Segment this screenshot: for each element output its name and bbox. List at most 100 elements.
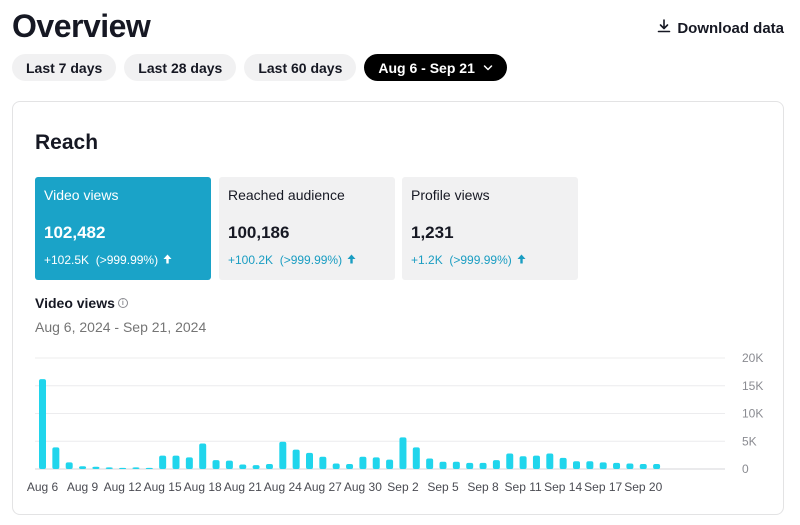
reach-title: Reach (35, 131, 99, 154)
chart-bar[interactable] (185, 457, 193, 469)
chart-bar[interactable] (586, 461, 594, 469)
chart-bar[interactable] (386, 459, 394, 469)
metric-label: Profile views (411, 187, 490, 203)
chart-bar[interactable] (292, 449, 300, 469)
chart-bar[interactable] (65, 462, 73, 469)
info-icon[interactable]: i (117, 298, 128, 308)
chart-bar[interactable] (92, 466, 100, 469)
chart-bar[interactable] (105, 467, 113, 469)
metric-delta: +102.5K (>999.99%) (44, 253, 202, 267)
chart-bar[interactable] (199, 443, 207, 469)
y-tick-label: 0 (742, 462, 749, 476)
chart-bar[interactable] (145, 467, 153, 469)
filter-label: Last 28 days (138, 59, 223, 76)
metric-delta-text: +102.5K (>999.99%) (44, 253, 159, 267)
filter-last-60-days[interactable]: Last 60 days (244, 54, 357, 81)
metric-delta: +1.2K (>999.99%) (411, 253, 569, 267)
chart-bar[interactable] (519, 456, 527, 469)
x-tick-label: Sep 17 (584, 480, 622, 494)
chart-bar[interactable] (626, 463, 634, 469)
chart-bar[interactable] (332, 463, 340, 469)
chart-bar[interactable] (319, 456, 327, 469)
download-data-label: Download data (677, 19, 784, 37)
chart-bar[interactable] (559, 457, 567, 469)
filter-label: Last 7 days (26, 59, 103, 76)
x-tick-label: Aug 30 (344, 480, 382, 494)
x-tick-label: Aug 27 (304, 480, 342, 494)
chart-bar[interactable] (412, 447, 420, 469)
x-tick-label: Sep 14 (544, 480, 582, 494)
chart-bar[interactable] (52, 447, 60, 469)
chart-title-text: Video views (35, 295, 115, 311)
x-tick-label: Aug 9 (67, 480, 99, 494)
metric-reached-audience[interactable]: Reached audience 100,186 +100.2K (>999.9… (219, 177, 395, 280)
metric-video-views[interactable]: Video views 102,482 +102.5K (>999.99%) (35, 177, 211, 280)
filter-custom-range[interactable]: Aug 6 - Sep 21 (364, 54, 507, 81)
metric-value: 102,482 (44, 223, 106, 242)
chart-bar[interactable] (479, 462, 487, 469)
chart-bar[interactable] (532, 455, 540, 469)
chart-bar[interactable] (599, 462, 607, 469)
chart-bar[interactable] (159, 455, 167, 469)
chart-bar[interactable] (426, 458, 434, 469)
y-tick-label: 5K (742, 434, 757, 448)
arrow-up-icon (163, 253, 172, 267)
chart-bar[interactable] (132, 467, 140, 469)
x-tick-label: Sep 2 (387, 480, 419, 494)
arrow-up-icon (347, 253, 356, 267)
chart-bar[interactable] (466, 462, 474, 469)
x-tick-label: Aug 12 (104, 480, 142, 494)
chart-bar[interactable] (452, 461, 460, 469)
filter-last-7-days[interactable]: Last 7 days (12, 54, 117, 81)
date-filter-bar: Last 7 days Last 28 days Last 60 days Au… (12, 54, 507, 81)
chart-bar[interactable] (492, 460, 500, 469)
chart-bar[interactable] (39, 379, 46, 469)
page-title: Overview (12, 8, 151, 44)
filter-label: Last 60 days (258, 59, 343, 76)
chart-bar[interactable] (306, 452, 313, 469)
chart-bar[interactable] (239, 464, 247, 469)
chart-bar[interactable] (346, 464, 354, 469)
metric-value: 100,186 (228, 223, 290, 242)
chart-bar[interactable] (506, 453, 514, 469)
chart-bar[interactable] (172, 455, 180, 469)
chart-bar[interactable] (79, 466, 87, 469)
chart-bar[interactable] (613, 462, 621, 469)
x-tick-label: Aug 21 (224, 480, 262, 494)
reach-card: Reach Video views 102,482 +102.5K (>999.… (12, 101, 784, 515)
x-tick-label: Sep 20 (624, 480, 662, 494)
chart-bar[interactable] (212, 460, 220, 469)
chart-bar[interactable] (439, 461, 447, 469)
metric-label: Reached audience (228, 187, 345, 203)
chart-bar[interactable] (573, 461, 580, 469)
x-tick-label: Aug 15 (144, 480, 182, 494)
x-tick-label: Sep 11 (505, 480, 542, 494)
chart-bar[interactable] (225, 460, 233, 469)
chart-bar[interactable] (119, 467, 127, 469)
filter-last-28-days[interactable]: Last 28 days (124, 54, 237, 81)
chart-bar[interactable] (279, 441, 287, 469)
chart-bar[interactable] (639, 464, 647, 469)
chart-date-range: Aug 6, 2024 - Sep 21, 2024 (35, 319, 207, 335)
x-tick-label: Sep 5 (427, 480, 459, 494)
chart-bar[interactable] (546, 453, 554, 469)
x-tick-label: Sep 8 (467, 480, 499, 494)
download-data-button[interactable]: Download data (657, 19, 784, 37)
video-views-chart: 0 5K 10K 15K 20K Aug 6 Aug 9 Aug 12 Aug 15 Aug 18… (27, 351, 764, 494)
filter-label: Aug 6 - Sep 21 (378, 59, 475, 76)
arrow-up-icon (517, 253, 526, 267)
chart-title: Video views i (35, 295, 128, 311)
chart-bar[interactable] (359, 456, 367, 469)
metric-delta-text: +100.2K (>999.99%) (228, 253, 343, 267)
y-tick-label: 20K (742, 351, 763, 365)
x-tick-label: Aug 18 (184, 480, 222, 494)
chart-bar[interactable] (653, 464, 661, 469)
chart-bar[interactable] (265, 464, 273, 469)
chart-bar[interactable] (372, 457, 380, 469)
chart-bar[interactable] (252, 465, 260, 469)
x-tick-label: Aug 24 (264, 480, 302, 494)
download-icon (657, 19, 671, 37)
metric-profile-views[interactable]: Profile views 1,231 +1.2K (>999.99%) (402, 177, 578, 280)
metric-delta: +100.2K (>999.99%) (228, 253, 386, 267)
chart-bar[interactable] (399, 437, 407, 469)
